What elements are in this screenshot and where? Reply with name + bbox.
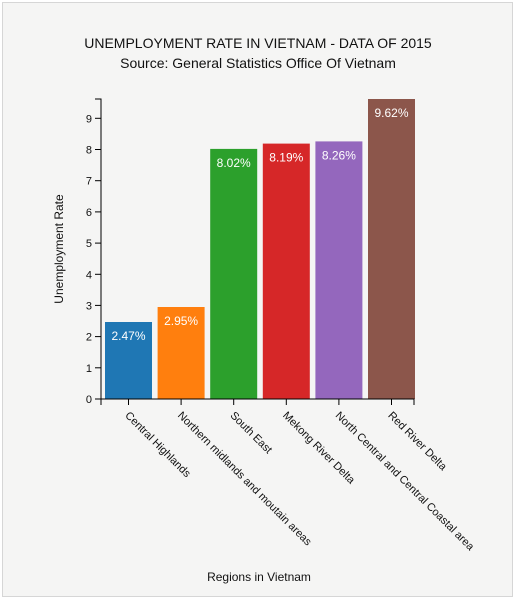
bar-value-label: 8.02% xyxy=(217,156,251,170)
bar-1 xyxy=(105,322,152,399)
bar-3 xyxy=(210,148,258,399)
chart-frame xyxy=(2,2,513,597)
y-tick-label: 4 xyxy=(86,269,92,281)
y-tick-label: 2 xyxy=(86,332,92,344)
x-axis-label: Regions in Vietnam xyxy=(207,570,311,584)
bar-value-label: 2.95% xyxy=(164,314,198,328)
y-tick-label: 6 xyxy=(86,207,92,219)
y-tick-label: 8 xyxy=(86,145,92,157)
y-tick-label: 3 xyxy=(86,300,92,312)
chart-title: UNEMPLOYMENT RATE IN VIETNAM - DATA OF 2… xyxy=(84,35,432,51)
y-axis-line xyxy=(95,98,102,400)
bar-value-label: 8.26% xyxy=(322,148,356,162)
bar-value-label: 9.62% xyxy=(374,106,408,120)
bar-value-label: 8.19% xyxy=(269,151,303,165)
bar-4 xyxy=(262,143,310,399)
y-tick-label: 7 xyxy=(86,176,92,188)
x-tick-label: South East xyxy=(228,410,275,457)
y-tick-label: 1 xyxy=(86,363,92,375)
bar-5 xyxy=(315,141,363,399)
y-tick-label: 9 xyxy=(86,113,92,125)
chart-subtitle: Source: General Statistics Office Of Vie… xyxy=(120,55,396,71)
bar-2 xyxy=(157,307,205,399)
y-tick-label: 0 xyxy=(86,394,92,406)
y-axis-label: Unemployment Rate xyxy=(52,194,66,304)
bar-value-label: 2.47% xyxy=(111,329,145,343)
bar-6 xyxy=(368,99,415,399)
y-tick-label: 5 xyxy=(86,238,92,250)
x-axis-line xyxy=(100,398,415,405)
